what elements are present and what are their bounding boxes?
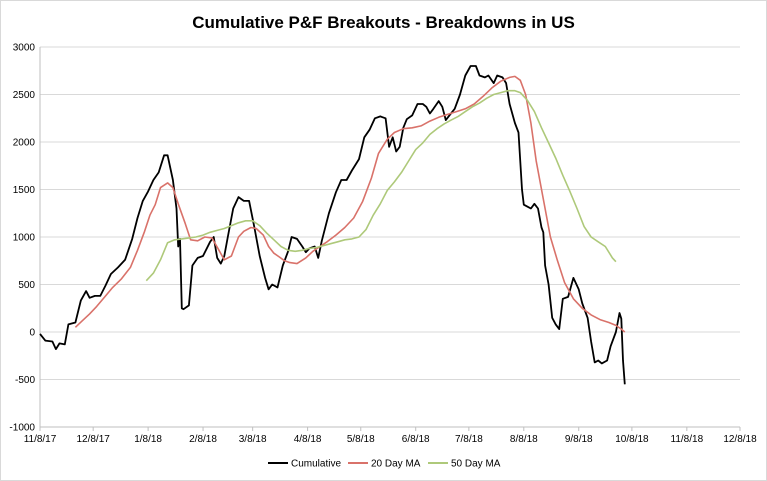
y-tick-label: -1000: [9, 423, 35, 434]
legend-label: Cumulative: [291, 459, 341, 470]
y-tick-label: 1000: [13, 233, 36, 244]
y-tick-label: 2500: [13, 90, 36, 101]
y-tick-label: 3000: [13, 43, 36, 54]
legend: Cumulative 20 Day MA 50 Day MA: [268, 459, 501, 470]
x-tick-label: 11/8/18: [671, 434, 704, 445]
x-tick-label: 8/8/18: [510, 434, 538, 445]
y-tick-label: -500: [15, 375, 35, 386]
series-line-20-day-ma: [74, 75, 626, 333]
x-axis-ticks: 11/8/17 12/8/17 1/8/18 2/8/18 3/8/18 4/8/18 5/…: [24, 427, 757, 445]
x-tick-label: 10/8/18: [615, 434, 649, 445]
series-line-cumulative: [39, 65, 626, 385]
gridlines: [40, 46, 740, 428]
y-tick-label: 1500: [13, 185, 36, 196]
y-axis-ticks: -1000 -500 0 500 1000 1500 2000 2500 3000: [9, 43, 35, 434]
x-tick-label: 7/8/18: [455, 434, 483, 445]
legend-label: 20 Day MA: [371, 459, 421, 470]
y-tick-label: 0: [29, 328, 35, 339]
x-tick-label: 12/8/17: [76, 434, 110, 445]
series-line-50-day-ma: [145, 89, 617, 282]
x-tick-label: 6/8/18: [402, 434, 430, 445]
x-tick-label: 3/8/18: [239, 434, 267, 445]
x-tick-label: 9/8/18: [565, 434, 593, 445]
x-tick-label: 1/8/18: [134, 434, 162, 445]
x-tick-label: 11/8/17: [24, 434, 57, 445]
x-tick-label: 4/8/18: [294, 434, 322, 445]
axes: [39, 47, 740, 428]
x-tick-label: 12/8/18: [723, 434, 757, 445]
chart-title: Cumulative P&F Breakouts - Breakdowns in…: [192, 13, 575, 32]
series-lines: [39, 65, 626, 385]
y-tick-label: 500: [18, 280, 35, 291]
legend-label: 50 Day MA: [451, 459, 501, 470]
x-tick-label: 5/8/18: [347, 434, 375, 445]
y-tick-label: 2000: [13, 138, 36, 149]
x-tick-label: 2/8/18: [189, 434, 217, 445]
